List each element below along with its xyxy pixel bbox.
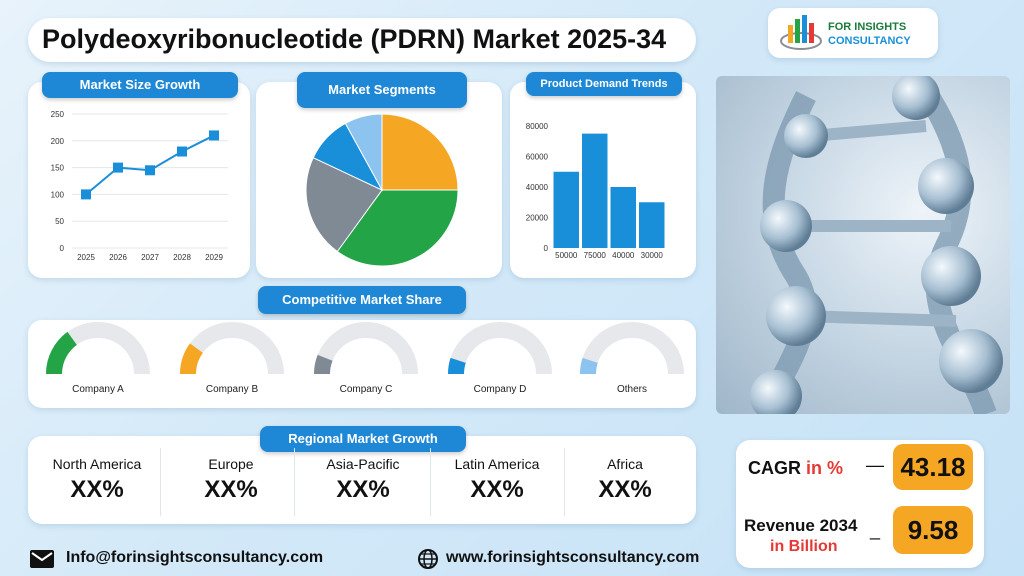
cagr-dash: —: [866, 455, 884, 475]
region-europe: Europe XX%: [164, 456, 298, 504]
gauge-label: Company C: [339, 384, 393, 395]
market-segments-chart: [305, 113, 459, 267]
pie-slice: [381, 113, 459, 191]
cagr-value: 43.18: [893, 444, 973, 490]
x-tick-label: 75000: [584, 251, 607, 260]
x-tick-label: 2025: [77, 253, 95, 262]
region-value: XX%: [598, 476, 652, 503]
bar: [553, 171, 579, 248]
region-value: XX%: [470, 476, 524, 503]
gauge-company-a: [46, 322, 150, 375]
series-line: [85, 134, 215, 196]
gauge-company-c: [314, 322, 418, 375]
cagr-unit: in %: [806, 458, 844, 478]
mail-icon: [30, 550, 54, 568]
y-tick-label: 40000: [526, 183, 549, 192]
footer-email[interactable]: Info@forinsightsconsultancy.com: [66, 549, 324, 566]
y-tick-label: 150: [51, 164, 65, 173]
logo-box: FOR INSIGHTS CONSULTANCY: [768, 8, 938, 58]
region-value: XX%: [204, 476, 258, 503]
dna-image: [716, 76, 1010, 414]
gauge-fill: [448, 357, 466, 375]
gauge-fill: [180, 343, 204, 375]
revenue-label: Revenue 2034: [744, 516, 858, 535]
data-point: [209, 130, 219, 141]
globe-icon: [418, 549, 438, 569]
market-size-panel: [28, 82, 250, 278]
market-size-title: Market Size Growth: [42, 72, 238, 98]
x-tick-label: 2027: [141, 253, 159, 262]
cagr-label: CAGR in %: [748, 458, 843, 479]
gauge-fill: [314, 354, 333, 375]
title-bar: [28, 18, 696, 62]
gauge-track: [314, 322, 418, 375]
gauge-label: Company A: [72, 384, 124, 395]
divider: [294, 448, 295, 516]
gauge-track: [580, 322, 684, 375]
divider: [564, 448, 565, 516]
pie-slice: [336, 189, 459, 267]
x-tick-label: 2026: [109, 253, 127, 262]
gauge-others: [580, 322, 684, 375]
region-africa: Africa XX%: [558, 456, 692, 504]
revenue-unit: in Billion: [770, 538, 838, 555]
product-demand-chart: 0 20000 40000 60000 80000 50000 75000 40000 3000…: [526, 122, 665, 260]
cagr-label-text: CAGR: [748, 458, 801, 478]
y-tick-label: 100: [51, 190, 65, 199]
data-point: [113, 162, 123, 173]
competitive-title: Competitive Market Share: [258, 286, 466, 314]
divider: [430, 448, 431, 516]
x-tick-label: 2028: [173, 253, 191, 262]
gauge-label: Company B: [205, 384, 259, 395]
bar: [582, 133, 608, 248]
footer-website[interactable]: www.forinsightsconsultancy.com: [446, 549, 700, 566]
x-tick-label: 50000: [555, 251, 578, 260]
gauge-fill: [580, 357, 598, 375]
page-title: Polydeoxyribonucleotide (PDRN) Market 20…: [42, 24, 667, 54]
data-point: [81, 189, 91, 200]
logo-icon: [780, 15, 822, 50]
gauge-fill: [46, 331, 78, 375]
divider: [160, 448, 161, 516]
gauge-track: [448, 322, 552, 375]
gauge-company-b: [180, 322, 284, 375]
region-asia-pacific: Asia-Pacific XX%: [296, 456, 430, 504]
y-tick-label: 0: [544, 244, 549, 253]
region-name: Africa: [607, 456, 643, 472]
data-point: [177, 146, 187, 157]
gauge-label: Company D: [473, 384, 527, 395]
region-latin-america: Latin America XX%: [430, 456, 564, 504]
y-tick-label: 250: [51, 110, 65, 119]
gauge-label: Others: [616, 384, 647, 395]
regional-title: Regional Market Growth: [260, 426, 466, 452]
y-tick-label: 80000: [526, 122, 549, 131]
revenue-dash: _: [870, 520, 881, 540]
y-tick-label: 0: [60, 244, 65, 253]
product-demand-title: Product Demand Trends: [526, 72, 682, 96]
logo-text-2: CONSULTANCY: [828, 35, 911, 47]
y-tick-label: 60000: [526, 153, 549, 162]
y-tick-label: 50: [55, 217, 64, 226]
bar: [639, 202, 665, 248]
bar: [610, 187, 636, 248]
region-name: Europe: [208, 456, 254, 472]
region-name: Asia-Pacific: [326, 456, 400, 472]
x-tick-label: 2029: [205, 253, 223, 262]
market-size-chart: 0 50 100 150 200 250 2025 2026 2027 2028 2029: [51, 110, 228, 262]
x-tick-label: 40000: [612, 251, 635, 260]
data-point: [145, 165, 155, 176]
logo-text-1: FOR INSIGHTS: [828, 21, 907, 33]
y-tick-label: 20000: [526, 214, 549, 223]
y-tick-label: 200: [51, 137, 65, 146]
x-tick-label: 30000: [641, 251, 664, 260]
region-value: XX%: [70, 476, 124, 503]
region-name: Latin America: [454, 456, 540, 472]
region-name: North America: [52, 456, 142, 472]
region-value: XX%: [336, 476, 390, 503]
revenue-value: 9.58: [893, 506, 973, 554]
gauge-company-d: [448, 322, 552, 375]
region-north-america: North America XX%: [30, 456, 164, 504]
pie-slice: [344, 113, 383, 191]
market-segments-title: Market Segments: [297, 72, 467, 108]
